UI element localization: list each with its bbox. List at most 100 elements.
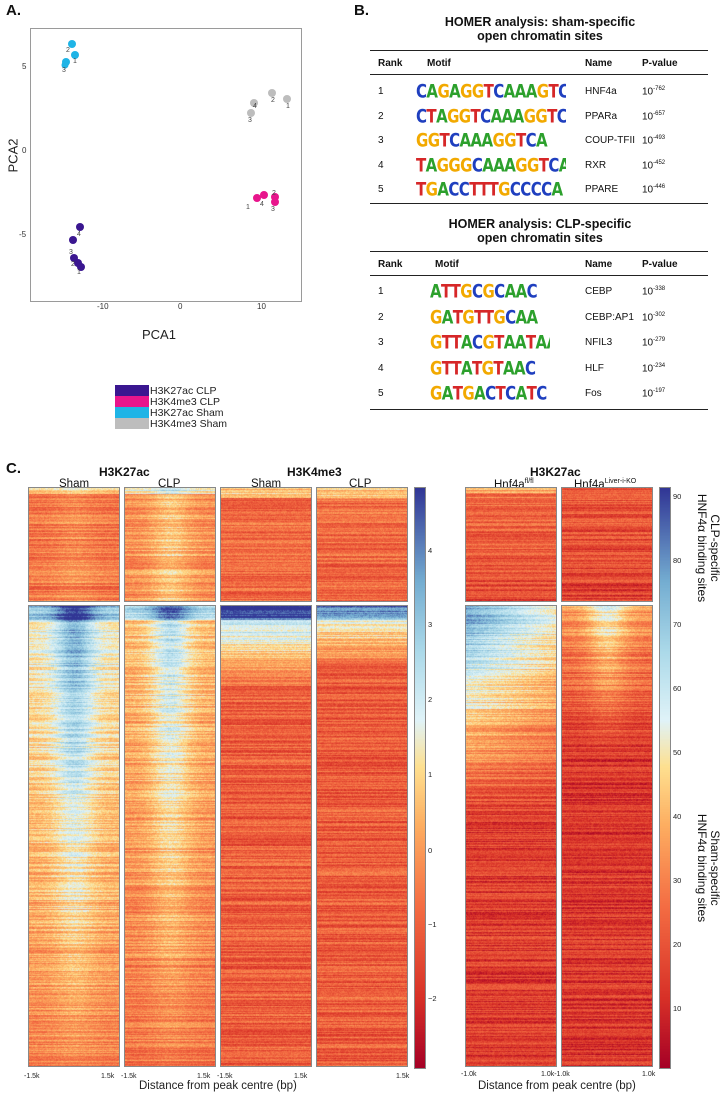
pca-point xyxy=(250,99,258,107)
table-cell-name: Fos xyxy=(585,388,602,399)
motif-logo: CTAGGTCAAAGGTCA xyxy=(416,106,566,125)
table-cell-rank: 4 xyxy=(378,362,384,374)
table-rule xyxy=(370,74,708,75)
table-cell-rank: 2 xyxy=(378,110,384,122)
table-header-rank: Rank xyxy=(378,58,403,69)
panel-label-a: A. xyxy=(6,2,21,19)
table-cell-pvalue: 10-446 xyxy=(642,184,666,196)
table-rule xyxy=(370,275,708,276)
heatmap-h3k4me3-clp-clp-sites xyxy=(316,487,408,602)
table-cell-pvalue: 10-452 xyxy=(642,159,666,171)
pca-y-tick: -5 xyxy=(19,230,27,239)
table-rule xyxy=(370,203,708,204)
legend-entry: H3K27ac CLP xyxy=(115,385,227,397)
colorbar-tick: −2 xyxy=(428,994,437,1003)
pca-point-label: 1 xyxy=(73,58,77,65)
table-cell-rank: 5 xyxy=(378,184,384,195)
heatmap-h3k4me3-clp-sham-sites xyxy=(316,605,408,1067)
table-cell-pvalue: 10-234 xyxy=(642,362,666,374)
legend-swatch xyxy=(115,385,149,396)
pca-point-label: 3 xyxy=(271,206,275,213)
legend-label: H3K4me3 Sham xyxy=(150,417,228,430)
legend-label: H3K4me3 CLP xyxy=(150,395,221,408)
heatmap-ko-sham-sites xyxy=(561,605,653,1067)
table-cell-name: COUP-TFII xyxy=(585,135,635,146)
table-cell-pvalue: 10-279 xyxy=(642,337,666,349)
pca-point-label: 2 xyxy=(71,261,75,268)
x-tick: 1.5k xyxy=(396,1073,410,1080)
table-cell-name: CEBP xyxy=(585,286,613,297)
motif-logo: GGTCAAAGGTCA xyxy=(416,131,548,149)
x-tick: 1.0k-1.0k xyxy=(541,1071,570,1078)
pca-point-label: 4 xyxy=(253,103,257,110)
pca-point-label: 4 xyxy=(260,201,264,208)
colorbar-tick: −1 xyxy=(428,920,437,929)
legend-entry: H3K27ac Sham xyxy=(115,407,227,419)
pca-point xyxy=(77,263,85,271)
table-cell-rank: 1 xyxy=(378,86,384,97)
pca-point-label: 3 xyxy=(62,67,66,74)
legend-swatch xyxy=(115,407,149,418)
colorbar-tick: 80 xyxy=(673,556,682,565)
heatmap-group-title-h3k27ac-ko: H3K27ac xyxy=(530,465,581,479)
legend-swatch xyxy=(115,418,149,429)
motif-logo: ATTGCGCAAC xyxy=(430,282,538,300)
x-tick: 1.5k xyxy=(294,1073,308,1080)
heatmap-h3k27ac-clp-sham-sites xyxy=(124,605,216,1067)
table-cell-pvalue: 10-762 xyxy=(642,86,666,98)
colorbar-tick: 30 xyxy=(673,876,682,885)
colorbar-tick: 10 xyxy=(673,1004,682,1013)
heatmap-flfl-sham-sites xyxy=(465,605,557,1067)
colorbar-tick: 40 xyxy=(673,812,682,821)
x-tick: 1.5k xyxy=(101,1073,115,1080)
homer-clp-title: HOMER analysis: CLP-specific open chroma… xyxy=(448,217,632,245)
colorbar-tick: 90 xyxy=(673,492,682,501)
side-label-sham-sites: Sham-specific HNF4α binding sites xyxy=(695,813,721,923)
pca-point xyxy=(69,236,77,244)
panel-label-b: B. xyxy=(354,2,369,19)
motif-logo: CAGAGGTCAAAGTCCA xyxy=(416,82,566,100)
table-cell-pvalue: 10-302 xyxy=(642,311,666,323)
colorbar-tick: 20 xyxy=(673,940,682,949)
x-tick: 1.5k xyxy=(197,1073,211,1080)
x-axis-title-left: Distance from peak centre (bp) xyxy=(139,1080,297,1092)
pca-point xyxy=(268,89,276,97)
heatmap-group-title-h3k4me3: H3K4me3 xyxy=(287,465,342,479)
table-cell-rank: 2 xyxy=(378,311,384,323)
pca-point-label: 2 xyxy=(66,47,70,54)
table-cell-name: PPARa xyxy=(585,110,618,122)
pca-point-label: 1 xyxy=(77,269,81,276)
x-tick: -1.5k xyxy=(121,1073,137,1080)
pca-point xyxy=(61,61,69,69)
colorbar-tick: 60 xyxy=(673,684,682,693)
pca-y-tick: 0 xyxy=(22,146,27,155)
pca-point-label: 1 xyxy=(286,103,290,110)
table-header-motif: Motif xyxy=(435,259,459,270)
pca-point-label: 4 xyxy=(77,231,81,238)
motif-logo: GATGACTCATC xyxy=(430,384,547,402)
colorbar-tick: 0 xyxy=(428,846,433,855)
colorbar-tick: 4 xyxy=(428,546,433,555)
x-tick: -1.5k xyxy=(217,1073,233,1080)
x-axis-title-right: Distance from peak centre (bp) xyxy=(478,1080,636,1092)
pca-point xyxy=(283,95,291,103)
pca-point-label: 1 xyxy=(246,204,250,211)
x-tick: -1.5k xyxy=(24,1073,40,1080)
pca-x-tick: -10 xyxy=(97,302,109,311)
table-cell-pvalue: 10-338 xyxy=(642,286,666,298)
pca-legend: H3K27ac CLP H3K4me3 CLP H3K27ac Sham H3K… xyxy=(115,385,228,430)
x-tick: -1.0k xyxy=(461,1071,477,1078)
motif-logo: TAGGGCAAAGGTCA xyxy=(416,155,566,174)
table-header-pvalue: P-value xyxy=(642,259,678,270)
heatmap-ko-clp-sites xyxy=(561,487,653,602)
colorbar-tick: 2 xyxy=(428,695,433,704)
x-tick: 1.0k xyxy=(642,1071,656,1078)
pca-point-label: 3 xyxy=(248,117,252,124)
table-cell-name: HLF xyxy=(585,362,604,374)
pca-x-tick: 10 xyxy=(257,302,266,311)
colorbar-tick: 3 xyxy=(428,620,433,629)
pca-point xyxy=(253,194,261,202)
heatmap-flfl-clp-sites xyxy=(465,487,557,602)
heatmap-h3k27ac-sham-clp-sites xyxy=(28,487,120,602)
side-label-clp-sites: CLP-specific HNF4α binding sites xyxy=(695,493,721,603)
